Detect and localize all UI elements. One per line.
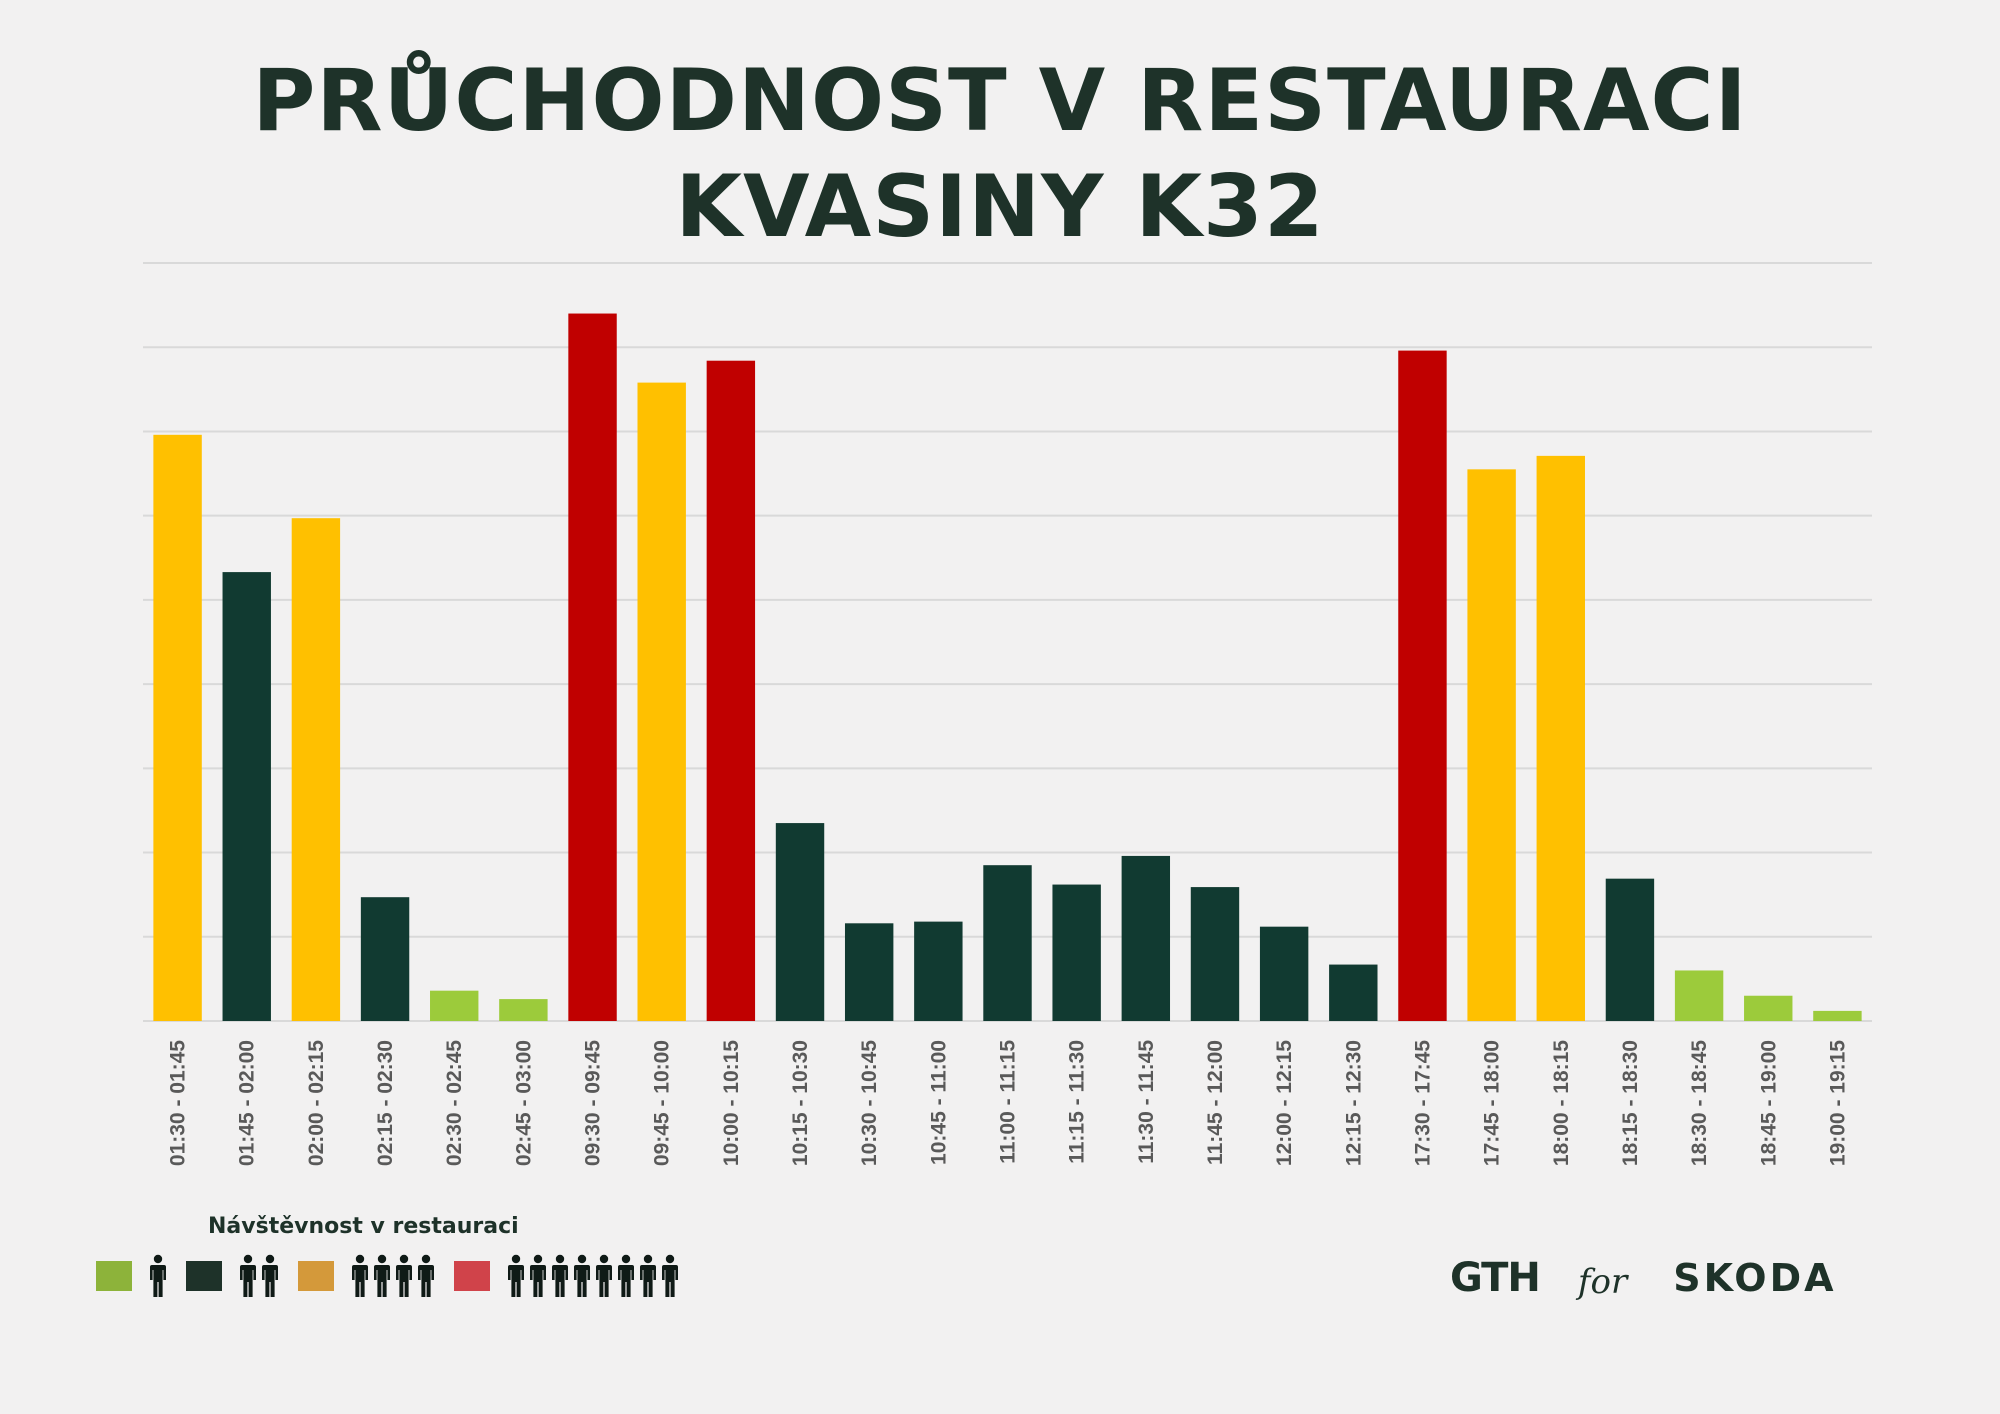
- legend-swatch: [186, 1261, 222, 1291]
- chart-title: PRŮCHODNOST V RESTAURACI KVASINY K32: [0, 48, 2000, 260]
- person-icon: [550, 1254, 570, 1298]
- bar: [222, 572, 271, 1021]
- legend-item: [298, 1254, 438, 1298]
- person-icon: [660, 1254, 680, 1298]
- bar: [153, 434, 202, 1021]
- x-tick-label: 02:45 - 03:00: [512, 1040, 535, 1166]
- legend-swatch: [96, 1261, 132, 1291]
- legend-item: [186, 1254, 282, 1298]
- x-tick-label: 11:00 - 11:15: [997, 1040, 1020, 1164]
- x-tick-label: 18:15 - 18:30: [1619, 1040, 1642, 1166]
- person-icon: [350, 1254, 370, 1298]
- title-line-1: PRŮCHODNOST V RESTAURACI: [252, 51, 1748, 151]
- person-icon: [506, 1254, 526, 1298]
- persons-group: [506, 1254, 682, 1298]
- bar: [844, 923, 894, 1021]
- x-tick-label: 09:30 - 09:45: [582, 1040, 605, 1166]
- person-icon: [238, 1254, 258, 1298]
- person-icon: [148, 1254, 168, 1298]
- x-tick-label: 02:00 - 02:15: [305, 1040, 328, 1166]
- person-icon: [260, 1254, 280, 1298]
- person-icon: [572, 1254, 592, 1298]
- bar: [637, 382, 686, 1021]
- x-tick-label: 10:30 - 10:45: [858, 1040, 881, 1166]
- x-tick-label: 09:45 - 10:00: [651, 1040, 674, 1166]
- bar: [568, 313, 617, 1021]
- x-tick-label: 18:30 - 18:45: [1688, 1040, 1711, 1166]
- bar: [1605, 878, 1655, 1021]
- person-icon: [638, 1254, 658, 1298]
- persons-group: [148, 1254, 170, 1298]
- legend-title: Návštěvnost v restauraci: [208, 1214, 519, 1239]
- persons-group: [350, 1254, 438, 1298]
- person-icon: [372, 1254, 392, 1298]
- bar: [1398, 350, 1447, 1021]
- bar: [1329, 964, 1378, 1021]
- bar: [1536, 455, 1585, 1021]
- logos: GTH for SKODA: [1450, 1248, 1890, 1308]
- x-tick-label: 12:00 - 12:15: [1273, 1040, 1296, 1166]
- x-tick-label: 11:45 - 12:00: [1204, 1040, 1227, 1165]
- bar: [1467, 469, 1516, 1021]
- person-icon: [594, 1254, 614, 1298]
- bar: [914, 921, 963, 1021]
- legend-swatch: [298, 1261, 334, 1291]
- person-icon: [616, 1254, 636, 1298]
- x-tick-label: 17:30 - 17:45: [1411, 1040, 1434, 1166]
- x-tick-label: 01:45 - 02:00: [236, 1040, 259, 1166]
- bar: [430, 990, 479, 1021]
- gth-logo: GTH: [1450, 1255, 1541, 1301]
- legend-swatch: [454, 1261, 490, 1291]
- title-line-2: KVASINY K32: [675, 157, 1325, 257]
- for-text: for: [1577, 1262, 1628, 1302]
- legend-item: [454, 1254, 682, 1298]
- x-tick-label: 12:15 - 12:30: [1342, 1040, 1365, 1166]
- x-tick-label: 02:30 - 02:45: [443, 1040, 466, 1166]
- bar: [1259, 926, 1309, 1021]
- bar: [291, 518, 341, 1021]
- x-tick-label: 01:30 - 01:45: [167, 1040, 190, 1166]
- x-tick-label: 10:45 - 11:00: [927, 1040, 950, 1165]
- x-tick-label: 11:15 - 11:30: [1066, 1040, 1089, 1164]
- x-tick-label: 17:45 - 18:00: [1481, 1040, 1504, 1166]
- person-icon: [394, 1254, 414, 1298]
- x-tick-label: 10:00 - 10:15: [720, 1040, 743, 1166]
- bar: [1121, 855, 1171, 1021]
- bar: [1744, 995, 1793, 1021]
- skoda-logo: SKODA: [1673, 1256, 1837, 1300]
- legend: [96, 1254, 698, 1298]
- person-icon: [528, 1254, 548, 1298]
- bar: [499, 999, 548, 1021]
- bar: [983, 865, 1032, 1021]
- bar: [775, 823, 825, 1021]
- x-tick-label: 11:30 - 11:45: [1135, 1040, 1158, 1164]
- x-tick-label: 18:45 - 19:00: [1757, 1040, 1780, 1166]
- x-tick-label: 02:15 - 02:30: [374, 1040, 397, 1166]
- person-icon: [416, 1254, 436, 1298]
- bar: [1674, 970, 1724, 1021]
- legend-item: [96, 1254, 170, 1298]
- x-tick-label: 19:00 - 19:15: [1826, 1040, 1849, 1166]
- x-tick-label: 10:15 - 10:30: [789, 1040, 812, 1166]
- persons-group: [238, 1254, 282, 1298]
- bar: [706, 360, 756, 1022]
- bar: [1052, 884, 1101, 1021]
- bar: [360, 897, 410, 1021]
- x-tick-label: 18:00 - 18:15: [1550, 1040, 1573, 1166]
- bar: [1813, 1010, 1862, 1021]
- bar: [1190, 887, 1240, 1021]
